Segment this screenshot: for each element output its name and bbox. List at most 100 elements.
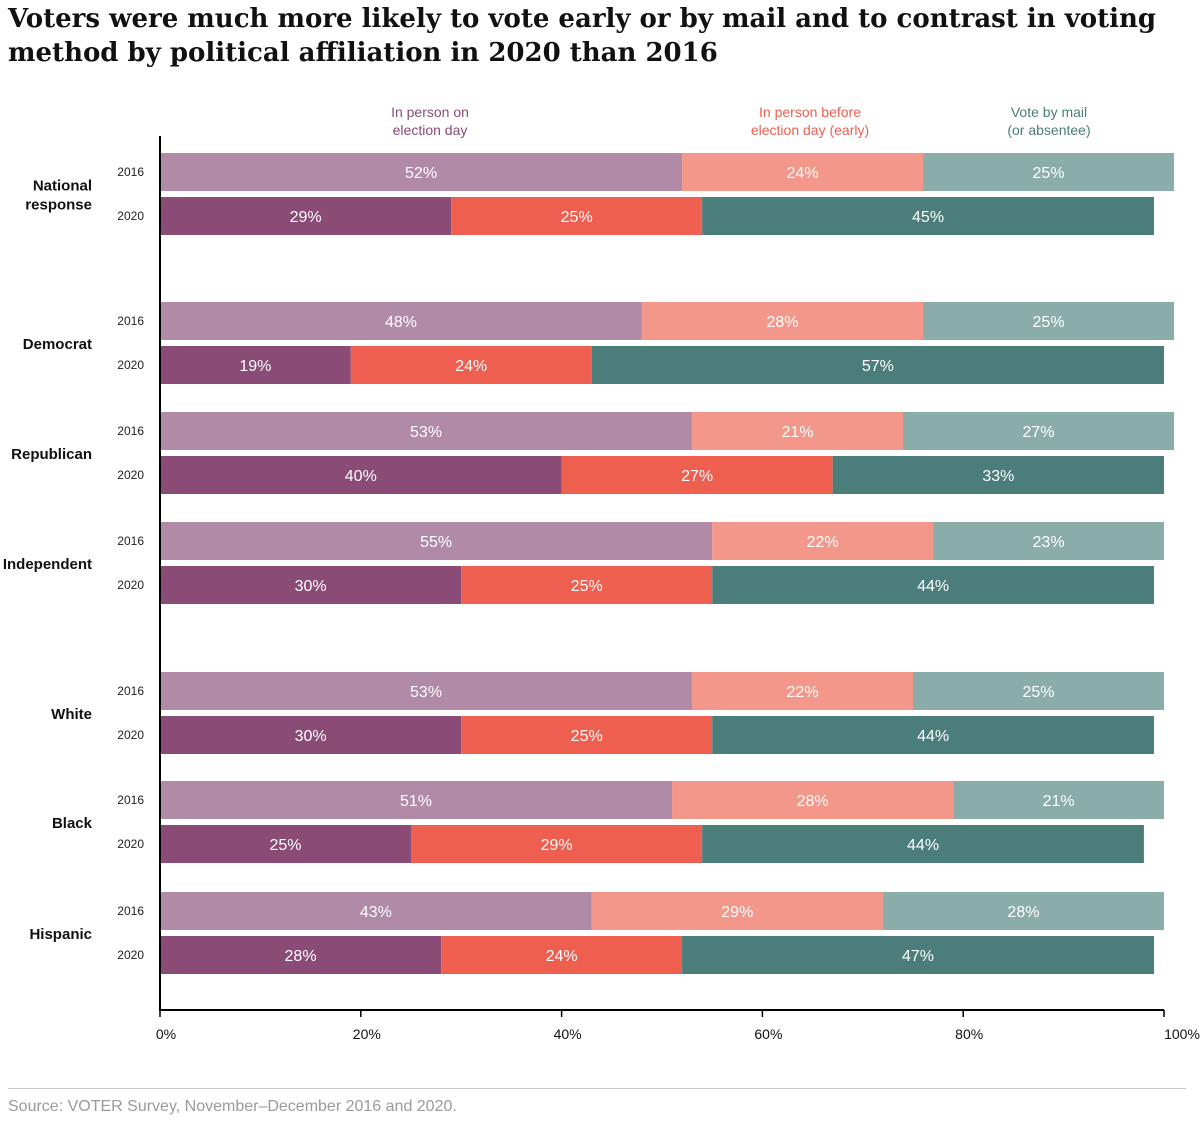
year-label: 2016 (117, 793, 144, 807)
bar-segment (682, 153, 924, 191)
data-label: 53% (410, 424, 442, 441)
data-label: 24% (455, 358, 487, 375)
bar-segment (160, 566, 462, 604)
bar-segment (712, 716, 1154, 754)
data-label: 44% (907, 837, 939, 854)
year-label: 2016 (117, 314, 144, 328)
data-label: 25% (1022, 684, 1054, 701)
data-label: 45% (912, 209, 944, 226)
data-label: 44% (917, 578, 949, 595)
data-label: 21% (782, 424, 814, 441)
year-label: 2020 (117, 358, 144, 372)
bar-segment (933, 522, 1164, 560)
data-label: 25% (1033, 165, 1065, 182)
bar-segment (641, 302, 924, 340)
group-label: Hispanic (29, 926, 92, 943)
x-tick-label: 40% (554, 1026, 582, 1042)
data-label: 27% (1022, 424, 1054, 441)
data-label: 25% (571, 728, 603, 745)
bar-segment (712, 566, 1154, 604)
data-label: 22% (787, 684, 819, 701)
data-label: 52% (405, 165, 437, 182)
data-label: 48% (385, 314, 417, 331)
legend-label: Vote by mail (or absentee) (1007, 104, 1090, 138)
bar-segment (160, 716, 462, 754)
data-label: 24% (787, 165, 819, 182)
x-tick-label: 0% (156, 1026, 176, 1042)
data-label: 57% (862, 358, 894, 375)
data-label: 27% (681, 468, 713, 485)
data-label: 25% (269, 837, 301, 854)
data-label: 53% (410, 684, 442, 701)
bar-segment (160, 825, 411, 863)
year-label: 2016 (117, 534, 144, 548)
data-label: 28% (285, 948, 317, 965)
bar-segment (913, 672, 1164, 710)
x-tick-label: 20% (353, 1026, 381, 1042)
year-label: 2016 (117, 904, 144, 918)
year-label: 2020 (117, 468, 144, 482)
data-label: 28% (1007, 904, 1039, 921)
data-label: 29% (290, 209, 322, 226)
data-label: 47% (902, 948, 934, 965)
data-label: 22% (807, 534, 839, 551)
bar-segment (160, 936, 442, 974)
bar-segment (692, 672, 913, 710)
data-label: 21% (1043, 793, 1075, 810)
bar-segment (451, 197, 703, 235)
bar-segment (441, 936, 683, 974)
data-label: 30% (295, 728, 327, 745)
group-label: Republican (11, 446, 92, 463)
data-label: 19% (239, 358, 271, 375)
year-label: 2020 (117, 209, 144, 223)
bar-segment (832, 456, 1164, 494)
bar-segment (461, 716, 713, 754)
data-label: 23% (1033, 534, 1065, 551)
data-label: 29% (721, 904, 753, 921)
year-label: 2020 (117, 578, 144, 592)
data-label: 28% (766, 314, 798, 331)
data-label: 43% (360, 904, 392, 921)
x-tick-label: 100% (1164, 1026, 1200, 1042)
data-label: 28% (797, 793, 829, 810)
bar-segment (160, 412, 693, 450)
data-label: 33% (982, 468, 1014, 485)
group-label: Democrat (23, 336, 92, 353)
bar-segment (591, 346, 1164, 384)
bar-segment (561, 456, 833, 494)
bar-segment (160, 346, 351, 384)
bar-segment (160, 456, 562, 494)
bar-segment (160, 522, 713, 560)
year-label: 2016 (117, 165, 144, 179)
bar-segment (702, 825, 1144, 863)
chart-title: Voters were much more likely to vote ear… (8, 4, 1157, 68)
group-label: National response (25, 178, 92, 214)
data-label: 44% (917, 728, 949, 745)
bar-segment (160, 153, 683, 191)
bar-segment (160, 197, 452, 235)
bar-segment (902, 412, 1175, 450)
bar-segment (712, 522, 934, 560)
bar-segment (923, 302, 1175, 340)
bar-segment (411, 825, 703, 863)
data-label: 25% (561, 209, 593, 226)
year-label: 2020 (117, 728, 144, 742)
bar-segment (461, 566, 713, 604)
bar-segment (692, 412, 903, 450)
year-label: 2016 (117, 684, 144, 698)
x-tick-label: 60% (754, 1026, 782, 1042)
legend-label: In person on election day (391, 104, 469, 138)
bar-segment (702, 197, 1154, 235)
data-label: 51% (400, 793, 432, 810)
group-label: White (51, 706, 92, 723)
bar-segment (350, 346, 592, 384)
source-divider (8, 1088, 1186, 1089)
bar-segment (591, 892, 883, 930)
bar-segment (882, 892, 1164, 930)
data-label: 24% (546, 948, 578, 965)
bar-segment (160, 781, 673, 819)
data-label: 40% (345, 468, 377, 485)
year-label: 2020 (117, 837, 144, 851)
data-label: 29% (541, 837, 573, 854)
